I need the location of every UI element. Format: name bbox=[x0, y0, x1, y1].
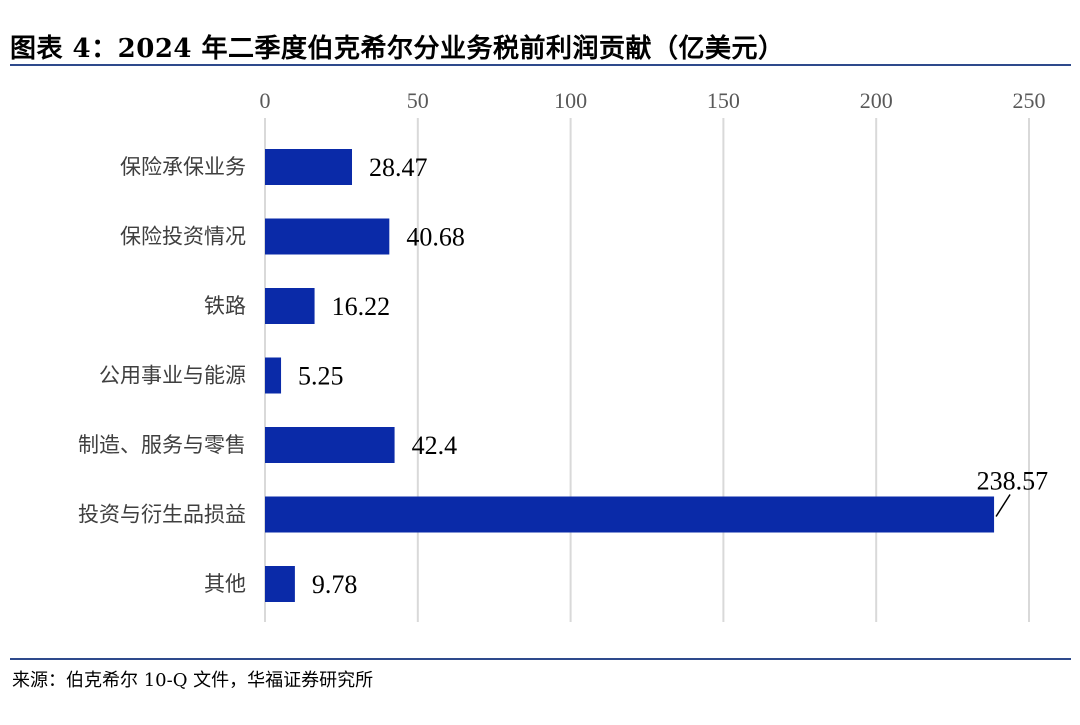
x-tick-label: 250 bbox=[1013, 88, 1046, 113]
category-label: 其他 bbox=[204, 572, 246, 596]
category-label: 投资与衍生品损益 bbox=[78, 503, 246, 527]
data-label: 9.78 bbox=[312, 570, 358, 599]
category-label: 保险投资情况 bbox=[120, 225, 246, 249]
bar bbox=[265, 288, 315, 324]
x-tick-label: 100 bbox=[554, 88, 587, 113]
x-tick-label: 0 bbox=[260, 88, 271, 113]
data-label-leader bbox=[995, 494, 1011, 517]
x-tick-label: 50 bbox=[407, 88, 429, 113]
data-label: 28.47 bbox=[369, 153, 428, 182]
bar bbox=[265, 218, 390, 255]
data-label: 238.57 bbox=[977, 467, 1049, 496]
source-rule bbox=[10, 658, 1071, 660]
bar bbox=[265, 427, 395, 463]
bar bbox=[265, 149, 353, 185]
title-rule bbox=[10, 64, 1071, 66]
category-label: 保险承保业务 bbox=[120, 155, 246, 179]
x-tick-label: 150 bbox=[707, 88, 740, 113]
category-label: 公用事业与能源 bbox=[99, 364, 246, 388]
x-tick-label: 200 bbox=[860, 88, 893, 113]
data-label: 16.22 bbox=[332, 292, 391, 321]
figure-title: 图表 4：2024 年二季度伯克希尔分业务税前利润贡献（亿美元） bbox=[10, 34, 785, 64]
category-label: 铁路 bbox=[204, 294, 246, 318]
bar bbox=[265, 496, 995, 533]
data-label: 42.4 bbox=[412, 431, 458, 460]
source-note: 来源：伯克希尔 10-Q 文件，华福证券研究所 bbox=[12, 670, 374, 691]
data-label: 5.25 bbox=[298, 362, 344, 391]
bar bbox=[265, 566, 295, 602]
bar bbox=[265, 357, 282, 394]
category-label: 制造、服务与零售 bbox=[78, 433, 246, 457]
data-label: 40.68 bbox=[406, 223, 465, 252]
